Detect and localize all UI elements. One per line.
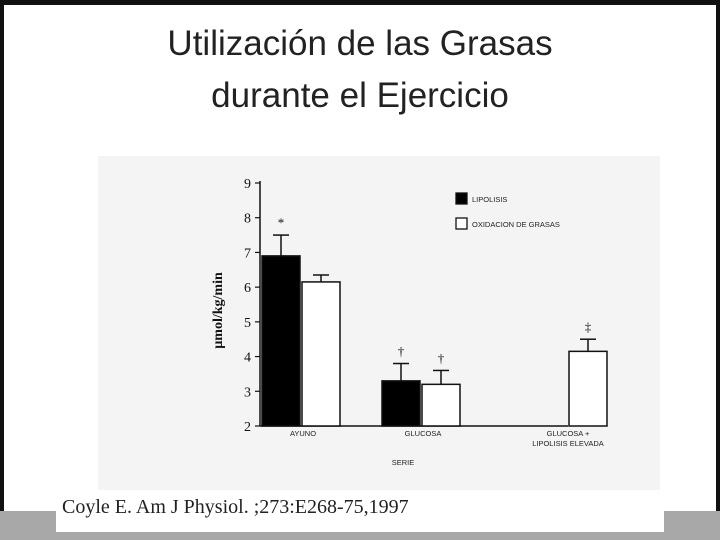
- y-axis-label: µmol/kg/min: [211, 272, 226, 349]
- x-tick-label: GLUCOSA: [405, 429, 442, 438]
- bar: [568, 350, 608, 427]
- y-tick-label: 7: [244, 246, 251, 261]
- legend-label: LIPOLISIS: [472, 195, 507, 204]
- bar-chart: 2 3 4 5 6 7 8 9 µmol/kg/min * † † ‡ AYUNO GLUCOSA GLUCO…: [211, 177, 608, 467]
- y-tick-label: 9: [244, 177, 251, 192]
- x-tick-label: LIPOLISIS ELEVADA: [532, 439, 604, 448]
- significance-marker: †: [438, 350, 445, 365]
- slide-title-line-2: durante el Ejercicio: [211, 76, 509, 115]
- bar: [261, 255, 301, 427]
- x-tick-label: AYUNO: [290, 429, 316, 438]
- bar: [301, 281, 341, 427]
- bar: [381, 380, 421, 427]
- citation-box: Coyle E. Am J Physiol. ;273:E268-75,1997: [56, 490, 664, 532]
- y-tick-label: 6: [244, 281, 251, 296]
- slide-title-line-1: Utilización de las Grasas: [167, 24, 553, 63]
- y-tick-label: 4: [244, 351, 251, 366]
- y-tick-label: 3: [244, 385, 251, 400]
- significance-marker: †: [398, 344, 405, 359]
- legend-swatch: [455, 217, 468, 230]
- legend-label: OXIDACION DE GRASAS: [472, 220, 560, 229]
- significance-marker: *: [278, 215, 285, 230]
- y-tick-label: 2: [244, 420, 251, 435]
- citation-text: Coyle E. Am J Physiol. ;273:E268-75,1997: [62, 496, 409, 518]
- significance-marker: ‡: [585, 319, 592, 334]
- x-tick-label: GLUCOSA +: [547, 429, 590, 438]
- x-axis-label: SERIE: [392, 458, 415, 467]
- y-tick-label: 8: [244, 212, 251, 227]
- chart-panel: 2 3 4 5 6 7 8 9 µmol/kg/min * † † ‡ AYUNO GLUCOSA GLUCO…: [98, 156, 660, 496]
- legend-swatch: [455, 192, 468, 205]
- bar: [421, 383, 461, 427]
- y-tick-label: 5: [244, 316, 251, 331]
